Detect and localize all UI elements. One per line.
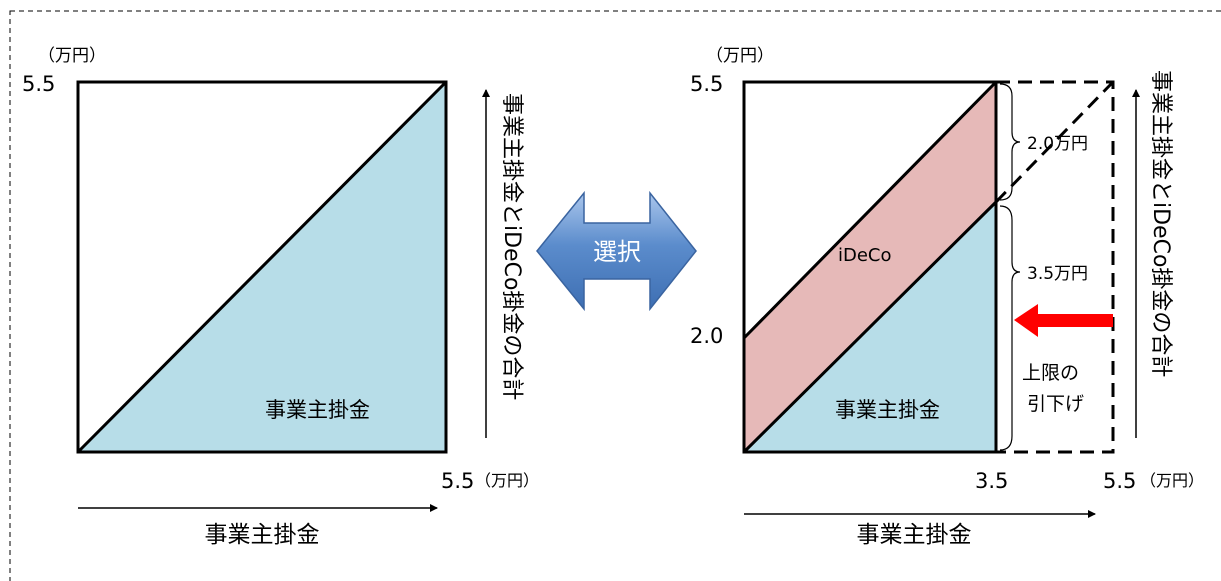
ideco-label: iDeCo [838, 245, 892, 266]
right-x-axis-label: 事業主掛金 [857, 522, 972, 548]
lower-bracket-label: 3.5万円 [1027, 264, 1088, 284]
right-ideco-area [744, 82, 996, 452]
left-y-max-label: 5.5 [22, 72, 55, 96]
left-diagonal-line [76, 80, 448, 454]
right-x-max-label: 5.5 [1103, 469, 1136, 493]
dashed-original-diagonal [994, 80, 1115, 204]
right-employer-label: 事業主掛金 [835, 398, 940, 422]
right-lower-diagonal [742, 200, 998, 454]
limit-reduction-line1: 上限の [1022, 362, 1079, 384]
right-upper-diagonal [742, 80, 998, 340]
outer-dashed-frame [9, 10, 1221, 581]
left-unit-top: （万円） [38, 46, 106, 66]
right-unit-top: （万円） [706, 46, 774, 66]
lower-brace [999, 205, 1021, 451]
limit-reduction-red-arrow [1014, 304, 1113, 337]
left-employer-label: 事業主掛金 [265, 398, 370, 422]
choice-label: 選択 [593, 238, 641, 266]
upper-brace [999, 83, 1021, 201]
left-x-axis-label: 事業主掛金 [205, 522, 320, 548]
double-arrow-shape [536, 190, 697, 312]
right-plot-frame [742, 80, 998, 454]
left-panel: （万円） 5.5 5.5 （万円） 事業主掛金 事業主掛金 事業主掛金とiDeC… [22, 46, 539, 548]
right-x-cut-label: 3.5 [975, 469, 1008, 493]
right-panel: （万円） 5.5 2.0 3.5 5.5 （万円） iDeCo 事業主掛金 2.… [690, 46, 1204, 548]
left-x-max-label: 5.5 [441, 469, 474, 493]
right-y-mid-label: 2.0 [690, 324, 723, 348]
limit-reduction-line2: 引下げ [1027, 393, 1084, 415]
left-unit-right: （万円） [475, 471, 539, 490]
choice-double-arrow: 選択 [536, 190, 697, 312]
right-y-max-label: 5.5 [690, 72, 723, 96]
right-unit-right: （万円） [1140, 471, 1204, 490]
left-plot-frame [76, 80, 448, 454]
right-vertical-label: 事業主掛金とiDeCo掛金の合計 [1148, 70, 1173, 377]
upper-bracket-label: 2.0万円 [1027, 134, 1088, 154]
left-vertical-label: 事業主掛金とiDeCo掛金の合計 [499, 93, 524, 400]
